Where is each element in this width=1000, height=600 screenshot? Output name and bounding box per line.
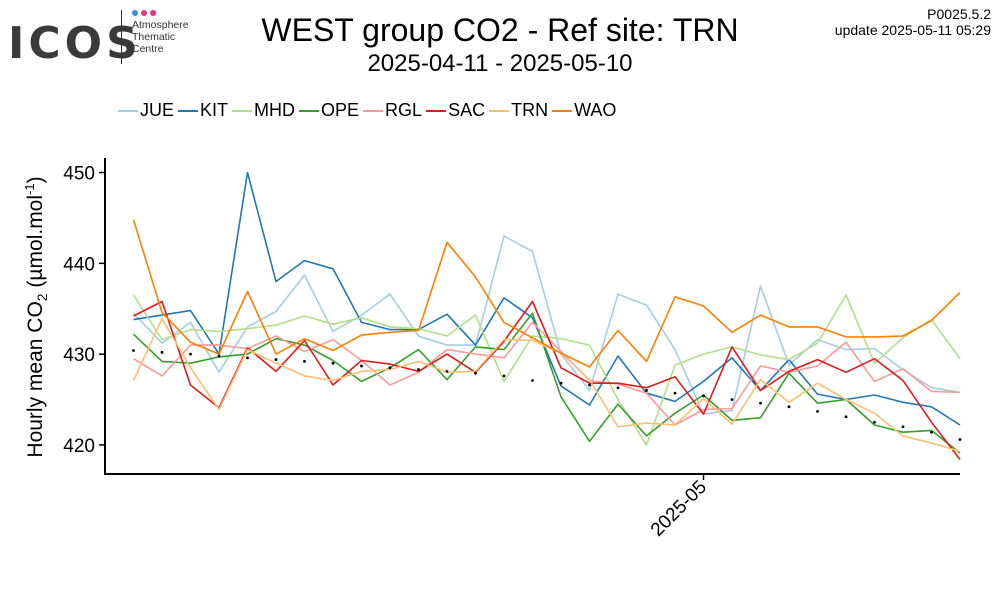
y-tick-label-420: 420 xyxy=(63,436,95,457)
reference-point xyxy=(531,379,534,382)
legend-label: OPE xyxy=(321,100,360,120)
logo-dot-3 xyxy=(150,10,156,16)
logo-dot-1 xyxy=(132,10,138,16)
reference-point xyxy=(360,364,363,368)
series-line-wao xyxy=(132,219,961,368)
reference-point xyxy=(445,369,449,373)
logo-dots xyxy=(132,10,156,16)
update-timestamp: update 2025-05-11 05:29 xyxy=(834,22,991,38)
series-line-rgl xyxy=(133,321,961,426)
legend-item-wao: WAO xyxy=(552,100,620,121)
reference-point xyxy=(331,361,335,365)
reference-point xyxy=(189,352,192,356)
chart-legend: JUE KIT MHD OPE RGL SAC TRN WAO xyxy=(118,100,620,121)
legend-label: WAO xyxy=(574,100,617,120)
reference-point xyxy=(873,420,876,424)
legend-swatch xyxy=(299,109,320,112)
legend-swatch xyxy=(232,109,253,112)
legend-item-rgl: RGL xyxy=(363,100,426,121)
x-tick-label-2025-05: 2025-05 xyxy=(647,477,711,541)
reference-point xyxy=(217,354,221,358)
legend-label: SAC xyxy=(448,100,486,120)
series-line-mhd xyxy=(132,294,961,446)
reference-point xyxy=(246,356,249,360)
legend-swatch xyxy=(426,109,447,112)
reference-point xyxy=(132,349,135,352)
reference-point xyxy=(930,430,933,434)
chart-subtitle: 2025-04-11 - 2025-05-10 xyxy=(367,50,633,77)
legend-item-jue: JUE xyxy=(118,100,178,121)
logo-wordmark: ICOS xyxy=(8,18,142,69)
legend-label: MHD xyxy=(254,100,296,120)
reference-point xyxy=(901,425,905,429)
reference-point xyxy=(673,391,677,395)
series-line-jue xyxy=(132,235,961,415)
legend-item-kit: KIT xyxy=(178,100,232,121)
logo-line-thematic: Thematic xyxy=(132,31,176,43)
legend-item-trn: TRN xyxy=(489,100,552,121)
legend-item-sac: SAC xyxy=(426,100,489,121)
reference-point xyxy=(616,386,620,390)
legend-swatch xyxy=(489,109,510,112)
logo-line-centre: Centre xyxy=(132,43,164,55)
reference-point xyxy=(388,366,392,370)
series-line-sac xyxy=(133,300,961,460)
reference-point xyxy=(588,383,591,387)
reference-point xyxy=(702,394,705,398)
series-line-kit xyxy=(133,171,961,426)
reference-point xyxy=(303,360,306,363)
legend-item-ope: OPE xyxy=(299,100,363,121)
logo-separator xyxy=(121,10,122,64)
reference-point xyxy=(816,409,819,413)
reference-point xyxy=(645,389,648,392)
reference-point xyxy=(730,398,734,401)
legend-swatch xyxy=(118,109,138,112)
reference-point xyxy=(417,368,420,371)
version-info: P0025.5.2 update 2025-05-11 05:29 xyxy=(835,6,991,38)
reference-point xyxy=(958,438,962,441)
logo-subtitle: Atmosphere Thematic Centre xyxy=(132,19,212,55)
y-tick-label-430: 430 xyxy=(63,345,95,366)
reference-point xyxy=(787,405,791,409)
reference-point xyxy=(274,358,278,361)
reference-point xyxy=(474,371,477,375)
series-line-trn xyxy=(132,317,961,453)
series-line-ope xyxy=(132,312,961,454)
reference-point xyxy=(502,374,506,378)
legend-label: KIT xyxy=(200,100,229,120)
legend-item-mhd: MHD xyxy=(232,100,299,121)
reference-point xyxy=(559,381,563,385)
logo-line-atmosphere: Atmosphere xyxy=(132,19,189,31)
logo-dot-2 xyxy=(141,10,147,16)
y-tick-label-440: 440 xyxy=(63,254,95,275)
legend-label: RGL xyxy=(385,100,423,120)
chart-title: WEST group CO2 - Ref site: TRN xyxy=(261,12,739,48)
reference-point xyxy=(844,415,848,419)
icos-logo: ICOS Atmosphere Thematic Centre xyxy=(8,10,208,70)
reference-point xyxy=(759,401,762,405)
reference-point xyxy=(160,350,164,354)
legend-swatch xyxy=(363,109,384,112)
y-tick-label-450: 450 xyxy=(63,164,95,185)
legend-swatch xyxy=(178,109,199,112)
legend-swatch xyxy=(552,109,573,112)
version-label: P0025.5.2 xyxy=(927,6,991,22)
legend-label: JUE xyxy=(140,100,175,120)
legend-label: TRN xyxy=(511,100,549,120)
